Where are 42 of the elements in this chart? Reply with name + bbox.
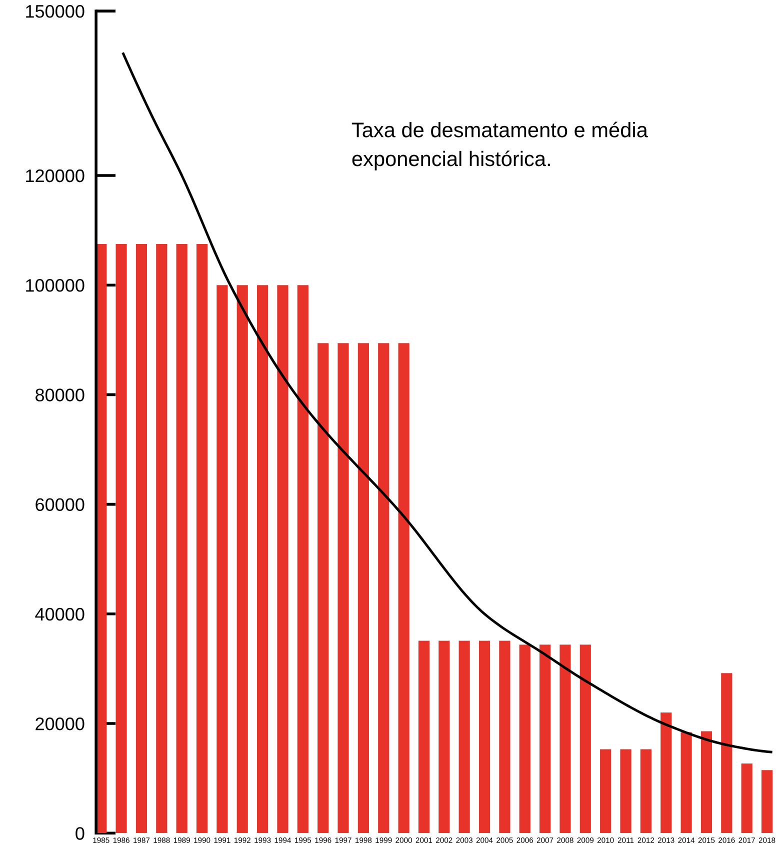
bar [560, 644, 571, 834]
bar [640, 749, 652, 834]
bar [418, 640, 430, 834]
y-tick-label: 100000 [26, 279, 84, 292]
y-tick-label: 0 [76, 827, 84, 840]
bar [620, 749, 632, 834]
bar [499, 640, 510, 834]
bar [318, 343, 329, 834]
bar [256, 285, 268, 834]
y-tick-label: 60000 [36, 498, 84, 512]
bar [458, 640, 470, 834]
bar [378, 343, 390, 834]
bar [680, 732, 692, 834]
annotation: Taxa de desmatamento e média exponencial histórica. [352, 122, 648, 170]
bar [700, 731, 712, 834]
bar [338, 343, 349, 834]
bar [580, 644, 591, 834]
y-tick-label: 80000 [36, 388, 84, 402]
bar [196, 244, 208, 834]
bar [136, 244, 148, 834]
bar [519, 644, 530, 834]
y-tick-label: 40000 [35, 608, 84, 621]
y-tick-label: 150000 [26, 4, 84, 18]
y-tick-label: 120000 [26, 169, 84, 182]
y-tick-label: 20000 [36, 717, 84, 730]
bar [176, 244, 188, 834]
bar [358, 343, 369, 834]
bar [297, 285, 308, 834]
bar [660, 712, 672, 834]
bar [398, 343, 410, 834]
bar [438, 640, 450, 834]
bar [761, 770, 773, 834]
bar [116, 244, 127, 834]
bar [277, 285, 288, 834]
bar [156, 244, 168, 834]
bar [741, 764, 752, 834]
bar [600, 749, 612, 834]
bar [236, 285, 248, 834]
bar [216, 285, 228, 834]
bar [539, 644, 551, 834]
bar [478, 640, 490, 834]
bar [721, 673, 732, 834]
